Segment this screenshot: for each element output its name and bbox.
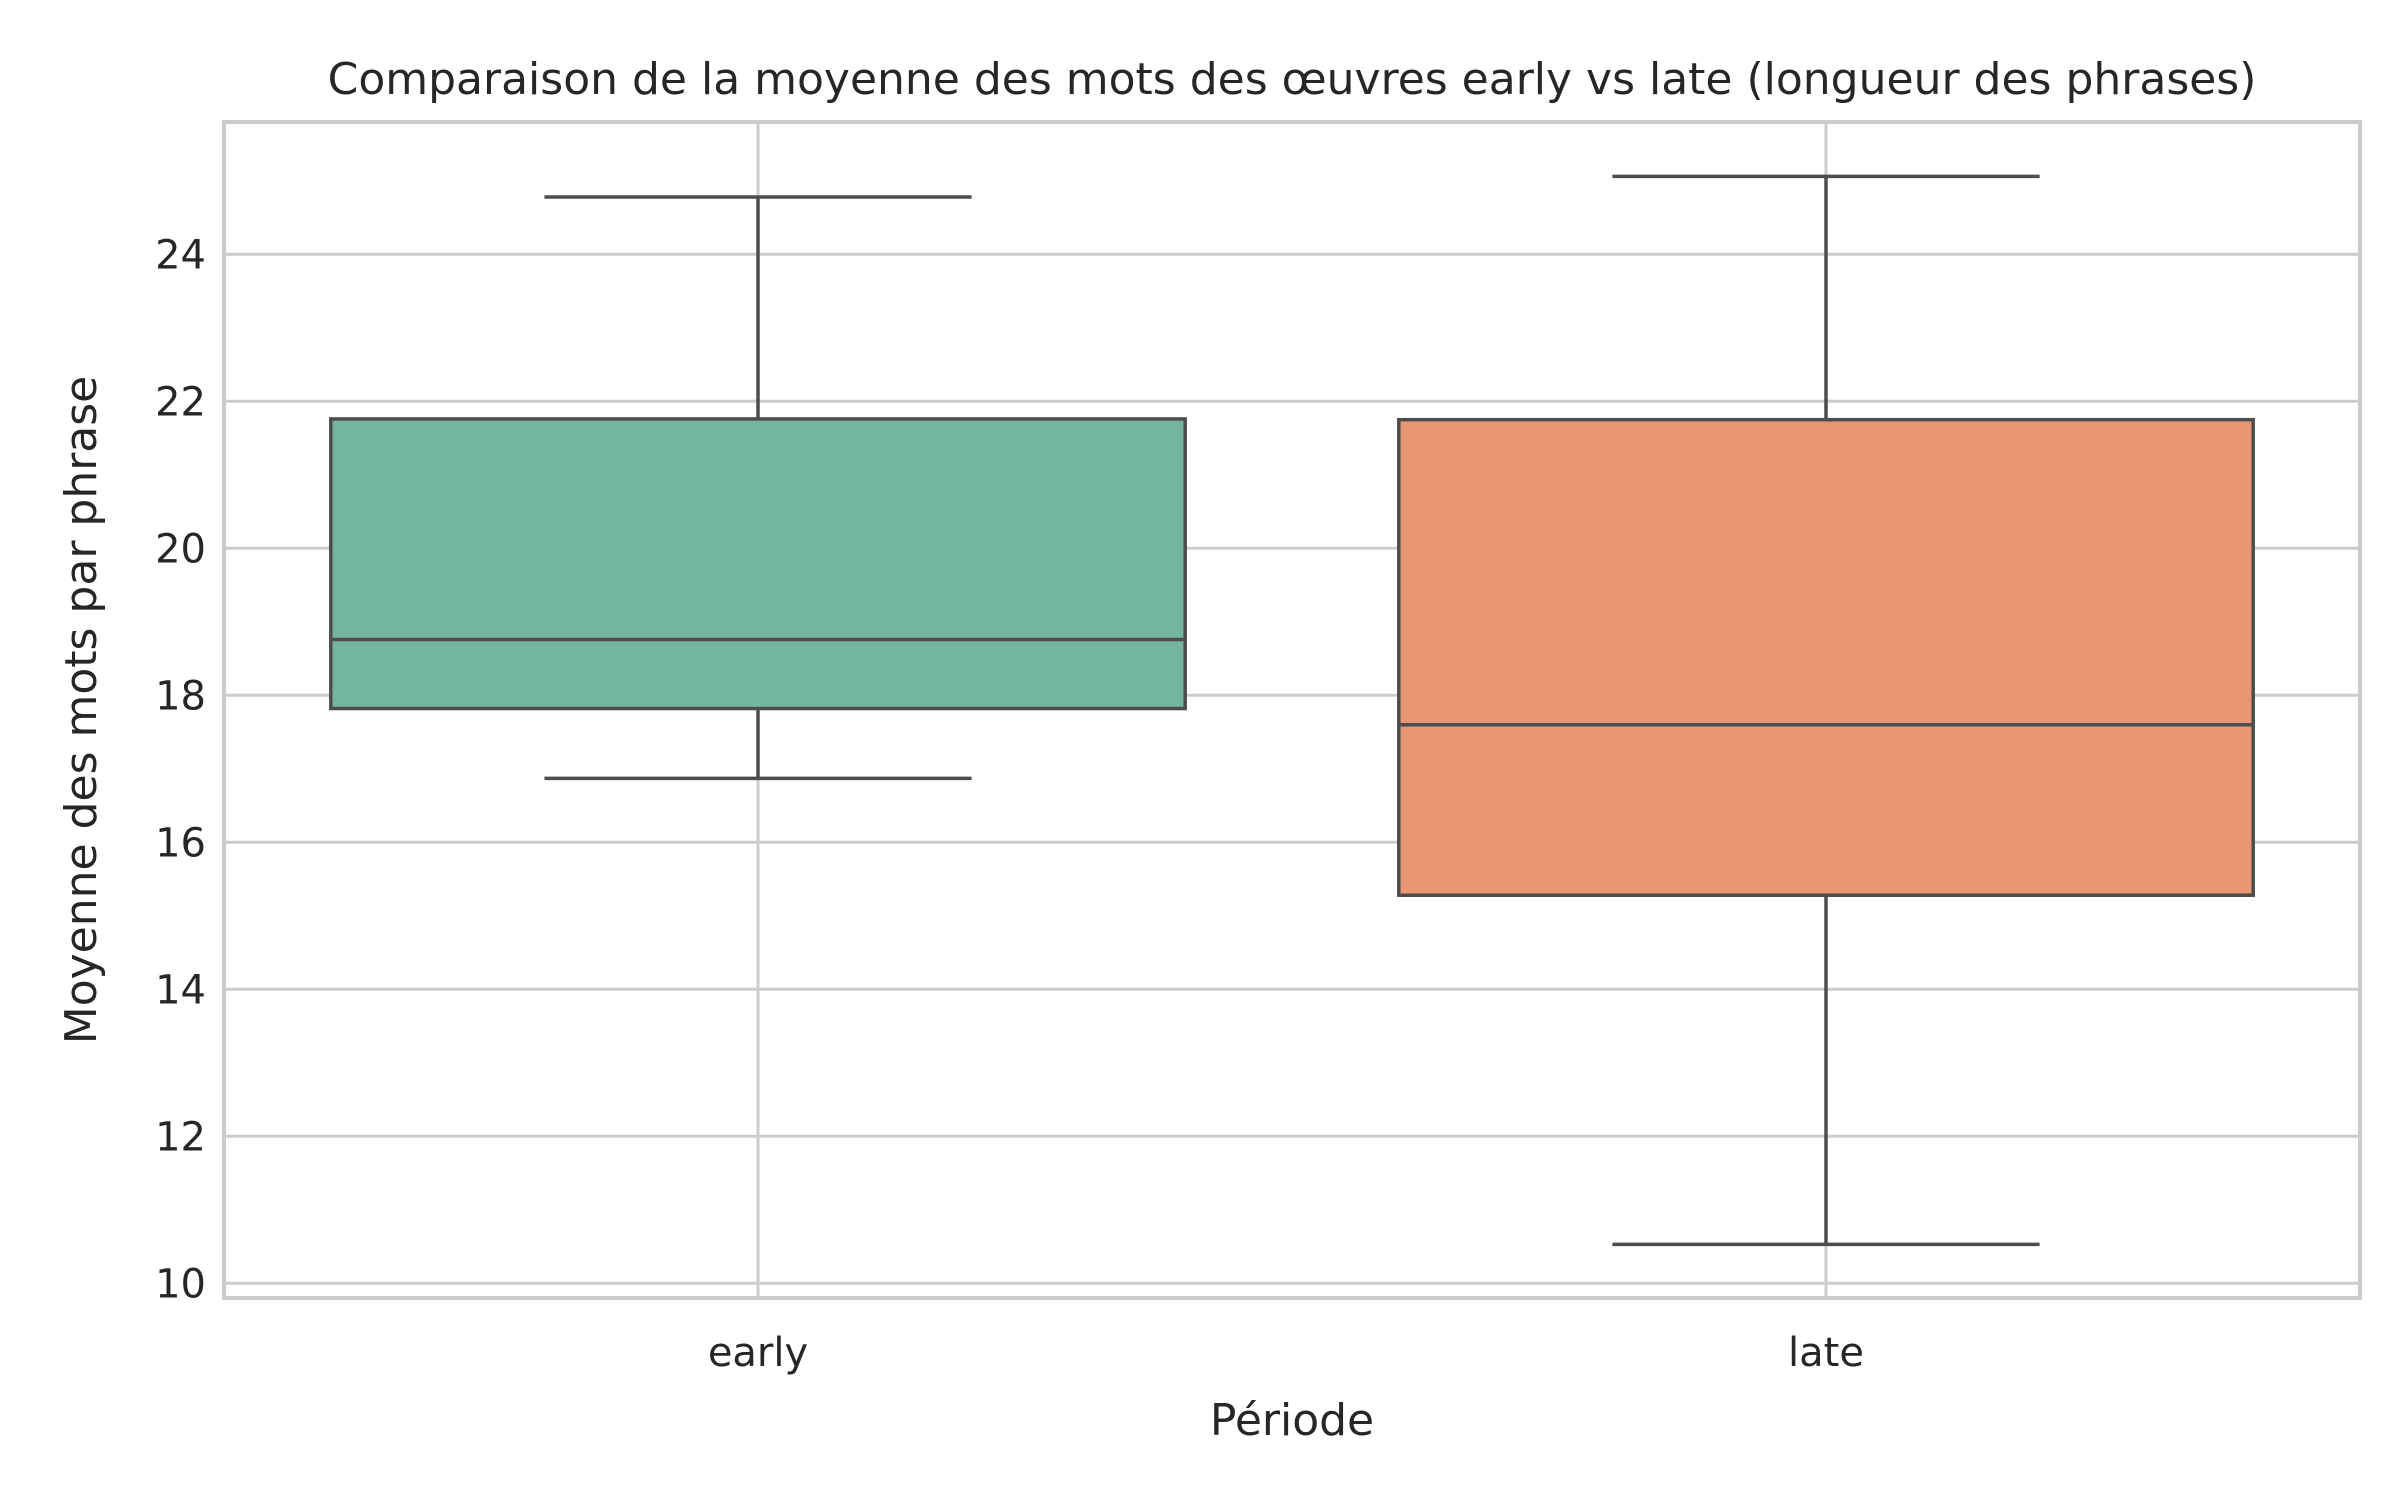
x-axis-label: Période (1210, 1395, 1374, 1446)
iqr-box (1397, 417, 2255, 897)
x-tick-label: early (708, 1330, 808, 1376)
y-tick-label: 14 (155, 967, 206, 1013)
y-axis-label: Moyenne des mots par phrase (56, 376, 107, 1045)
chart-title: Comparaison de la moyenne des mots des œ… (328, 54, 2257, 105)
tick-layer: 10 12 14 16 18 20 22 24 early late (155, 232, 1864, 1376)
iqr-box (329, 417, 1187, 711)
y-tick-label: 20 (155, 526, 206, 572)
y-tick-label: 16 (155, 820, 206, 866)
y-tick-label: 22 (155, 379, 206, 425)
y-tick-label: 18 (155, 673, 206, 719)
box-late (1397, 174, 2255, 1247)
x-tick-label: late (1788, 1330, 1864, 1376)
y-tick-label: 24 (155, 232, 206, 278)
y-tick-label: 12 (155, 1114, 206, 1160)
box-early (329, 195, 1187, 781)
plot-frame (222, 120, 2362, 1300)
y-tick-label: 10 (155, 1261, 206, 1307)
box-layer (329, 174, 2255, 1247)
